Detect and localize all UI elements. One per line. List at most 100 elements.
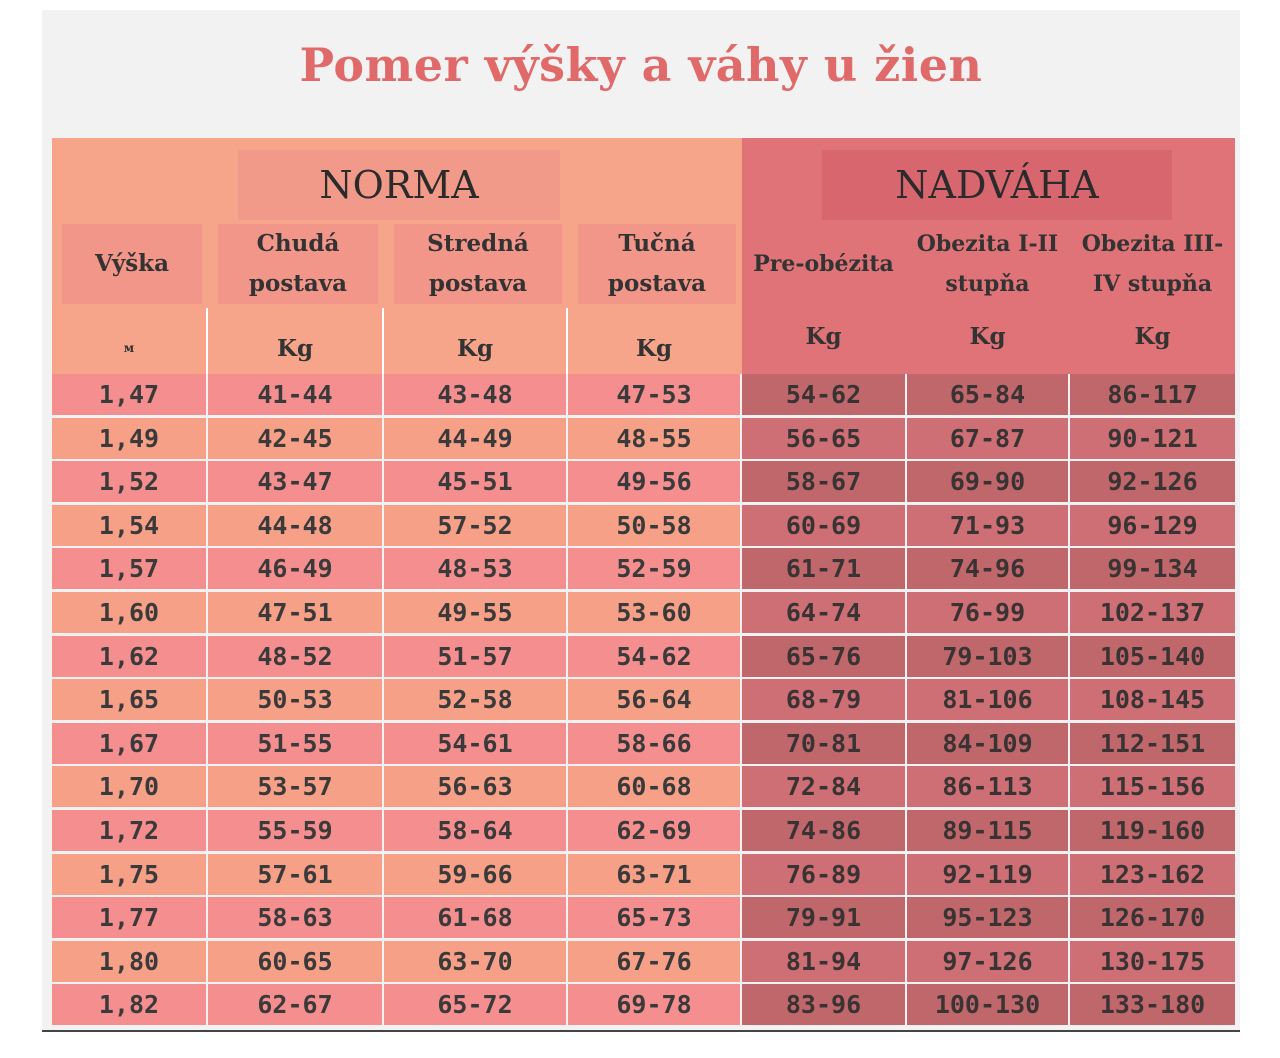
cell-medium-build: 45-51 bbox=[384, 461, 566, 503]
cell-obesity-3-4: 112-151 bbox=[1070, 722, 1235, 764]
cell-pre-obesity: 64-74 bbox=[742, 592, 905, 633]
cell-obesity-1-2: 69-90 bbox=[907, 461, 1068, 503]
cell-thin-build: 48-52 bbox=[208, 635, 382, 677]
unit-obesity-1-2: Kg bbox=[969, 322, 1006, 350]
cell-medium-build: 48-53 bbox=[384, 548, 566, 590]
group-nadvaha-label: NADVÁHA bbox=[822, 150, 1172, 220]
cell-pre-obesity: 70-81 bbox=[742, 722, 905, 764]
column-header-obesity-1-2: Obezita I-II stupňa bbox=[916, 231, 1059, 297]
cell-height: 1,75 bbox=[52, 853, 206, 895]
cell-medium-build: 51-57 bbox=[384, 635, 566, 677]
cell-heavy-build: 63-71 bbox=[568, 853, 740, 895]
table-row: 1,70 53-57 56-63 60-68 72-84 86-113 115-156 bbox=[52, 766, 1235, 809]
cell-thin-build: 43-47 bbox=[208, 461, 382, 503]
cell-pre-obesity: 61-71 bbox=[742, 548, 905, 590]
column-divider bbox=[206, 308, 208, 374]
column-header-thin-build: Chudá postava bbox=[218, 224, 378, 304]
cell-pre-obesity: 74-86 bbox=[742, 810, 905, 851]
cell-medium-build: 49-55 bbox=[384, 592, 566, 633]
cell-heavy-build: 47-53 bbox=[568, 374, 740, 415]
cell-thin-build: 53-57 bbox=[208, 766, 382, 808]
cell-heavy-build: 56-64 bbox=[568, 679, 740, 721]
cell-height: 1,47 bbox=[52, 374, 206, 415]
column-divider bbox=[566, 308, 568, 374]
cell-obesity-1-2: 71-93 bbox=[907, 504, 1068, 546]
cell-obesity-3-4: 102-137 bbox=[1070, 592, 1235, 633]
table-row: 1,75 57-61 59-66 63-71 76-89 92-119 123-162 bbox=[52, 853, 1235, 897]
cell-medium-build: 52-58 bbox=[384, 679, 566, 721]
cell-obesity-3-4: 119-160 bbox=[1070, 810, 1235, 851]
cell-heavy-build: 67-76 bbox=[568, 940, 740, 982]
cell-obesity-1-2: 76-99 bbox=[907, 592, 1068, 633]
cell-obesity-3-4: 92-126 bbox=[1070, 461, 1235, 503]
column-divider bbox=[382, 308, 384, 374]
cell-obesity-3-4: 86-117 bbox=[1070, 374, 1235, 415]
column-header-medium-build: Stredná postava bbox=[394, 224, 562, 304]
unit-thin-build: Kg bbox=[276, 334, 314, 362]
cell-pre-obesity: 60-69 bbox=[742, 504, 905, 546]
table-row: 1,77 58-63 61-68 65-73 79-91 95-123 126-170 bbox=[52, 897, 1235, 940]
cell-heavy-build: 58-66 bbox=[568, 722, 740, 764]
cell-obesity-1-2: 74-96 bbox=[907, 548, 1068, 590]
table-row: 1,80 60-65 63-70 67-76 81-94 97-126 130-175 bbox=[52, 940, 1235, 984]
unit-pre-obesity: Kg bbox=[805, 322, 842, 350]
cell-pre-obesity: 72-84 bbox=[742, 766, 905, 808]
cell-obesity-1-2: 79-103 bbox=[907, 635, 1068, 677]
cell-pre-obesity: 76-89 bbox=[742, 853, 905, 895]
cell-obesity-3-4: 133-180 bbox=[1070, 984, 1235, 1026]
cell-medium-build: 58-64 bbox=[384, 810, 566, 851]
table-row: 1,49 42-45 44-49 48-55 56-65 67-87 90-121 bbox=[52, 417, 1235, 461]
column-header-obesity-3-4: Obezita III- IV stupňa bbox=[1081, 231, 1224, 297]
cell-heavy-build: 62-69 bbox=[568, 810, 740, 851]
cell-obesity-3-4: 123-162 bbox=[1070, 853, 1235, 895]
cell-pre-obesity: 68-79 bbox=[742, 679, 905, 721]
table-row: 1,54 44-48 57-52 50-58 60-69 71-93 96-129 bbox=[52, 504, 1235, 548]
cell-pre-obesity: 81-94 bbox=[742, 940, 905, 982]
cell-height: 1,54 bbox=[52, 504, 206, 546]
cell-obesity-1-2: 97-126 bbox=[907, 940, 1068, 982]
cell-height: 1,62 bbox=[52, 635, 206, 677]
cell-thin-build: 60-65 bbox=[208, 940, 382, 982]
table-row: 1,57 46-49 48-53 52-59 61-71 74-96 99-134 bbox=[52, 548, 1235, 591]
cell-medium-build: 43-48 bbox=[384, 374, 566, 415]
cell-thin-build: 47-51 bbox=[208, 592, 382, 633]
cell-height: 1,60 bbox=[52, 592, 206, 633]
cell-obesity-3-4: 126-170 bbox=[1070, 897, 1235, 939]
unit-medium-build: Kg bbox=[456, 334, 494, 362]
cell-obesity-1-2: 100-130 bbox=[907, 984, 1068, 1026]
cell-thin-build: 58-63 bbox=[208, 897, 382, 939]
group-norma-label: NORMA bbox=[238, 150, 560, 220]
cell-pre-obesity: 79-91 bbox=[742, 897, 905, 939]
cell-thin-build: 55-59 bbox=[208, 810, 382, 851]
unit-heavy-build: Kg bbox=[635, 334, 673, 362]
cell-medium-build: 65-72 bbox=[384, 984, 566, 1026]
cell-medium-build: 56-63 bbox=[384, 766, 566, 808]
column-header-heavy-build: Tučná postava bbox=[578, 224, 736, 304]
cell-thin-build: 41-44 bbox=[208, 374, 382, 415]
cell-medium-build: 57-52 bbox=[384, 504, 566, 546]
cell-height: 1,67 bbox=[52, 722, 206, 764]
cell-thin-build: 44-48 bbox=[208, 504, 382, 546]
cell-height: 1,49 bbox=[52, 417, 206, 459]
table-row: 1,52 43-47 45-51 49-56 58-67 69-90 92-126 bbox=[52, 461, 1235, 504]
cell-height: 1,70 bbox=[52, 766, 206, 808]
table-row: 1,72 55-59 58-64 62-69 74-86 89-115 119-160 bbox=[52, 810, 1235, 853]
cell-pre-obesity: 54-62 bbox=[742, 374, 905, 415]
cell-medium-build: 61-68 bbox=[384, 897, 566, 939]
cell-heavy-build: 52-59 bbox=[568, 548, 740, 590]
table-row: 1,47 41-44 43-48 47-53 54-62 65-84 86-117 bbox=[52, 374, 1235, 417]
cell-pre-obesity: 83-96 bbox=[742, 984, 905, 1026]
table-row: 1,60 47-51 49-55 53-60 64-74 76-99 102-137 bbox=[52, 592, 1235, 635]
unit-height: м bbox=[123, 341, 135, 355]
cell-heavy-build: 65-73 bbox=[568, 897, 740, 939]
cell-medium-build: 44-49 bbox=[384, 417, 566, 459]
cell-heavy-build: 49-56 bbox=[568, 461, 740, 503]
cell-obesity-3-4: 96-129 bbox=[1070, 504, 1235, 546]
table-row: 1,65 50-53 52-58 56-64 68-79 81-106 108-145 bbox=[52, 679, 1235, 722]
cell-heavy-build: 60-68 bbox=[568, 766, 740, 808]
cell-thin-build: 57-61 bbox=[208, 853, 382, 895]
cell-heavy-build: 48-55 bbox=[568, 417, 740, 459]
column-header-pre-obesity: Pre-obézita bbox=[753, 251, 894, 277]
cell-height: 1,82 bbox=[52, 984, 206, 1026]
page-title: Pomer výšky a váhy u žien bbox=[299, 38, 983, 92]
